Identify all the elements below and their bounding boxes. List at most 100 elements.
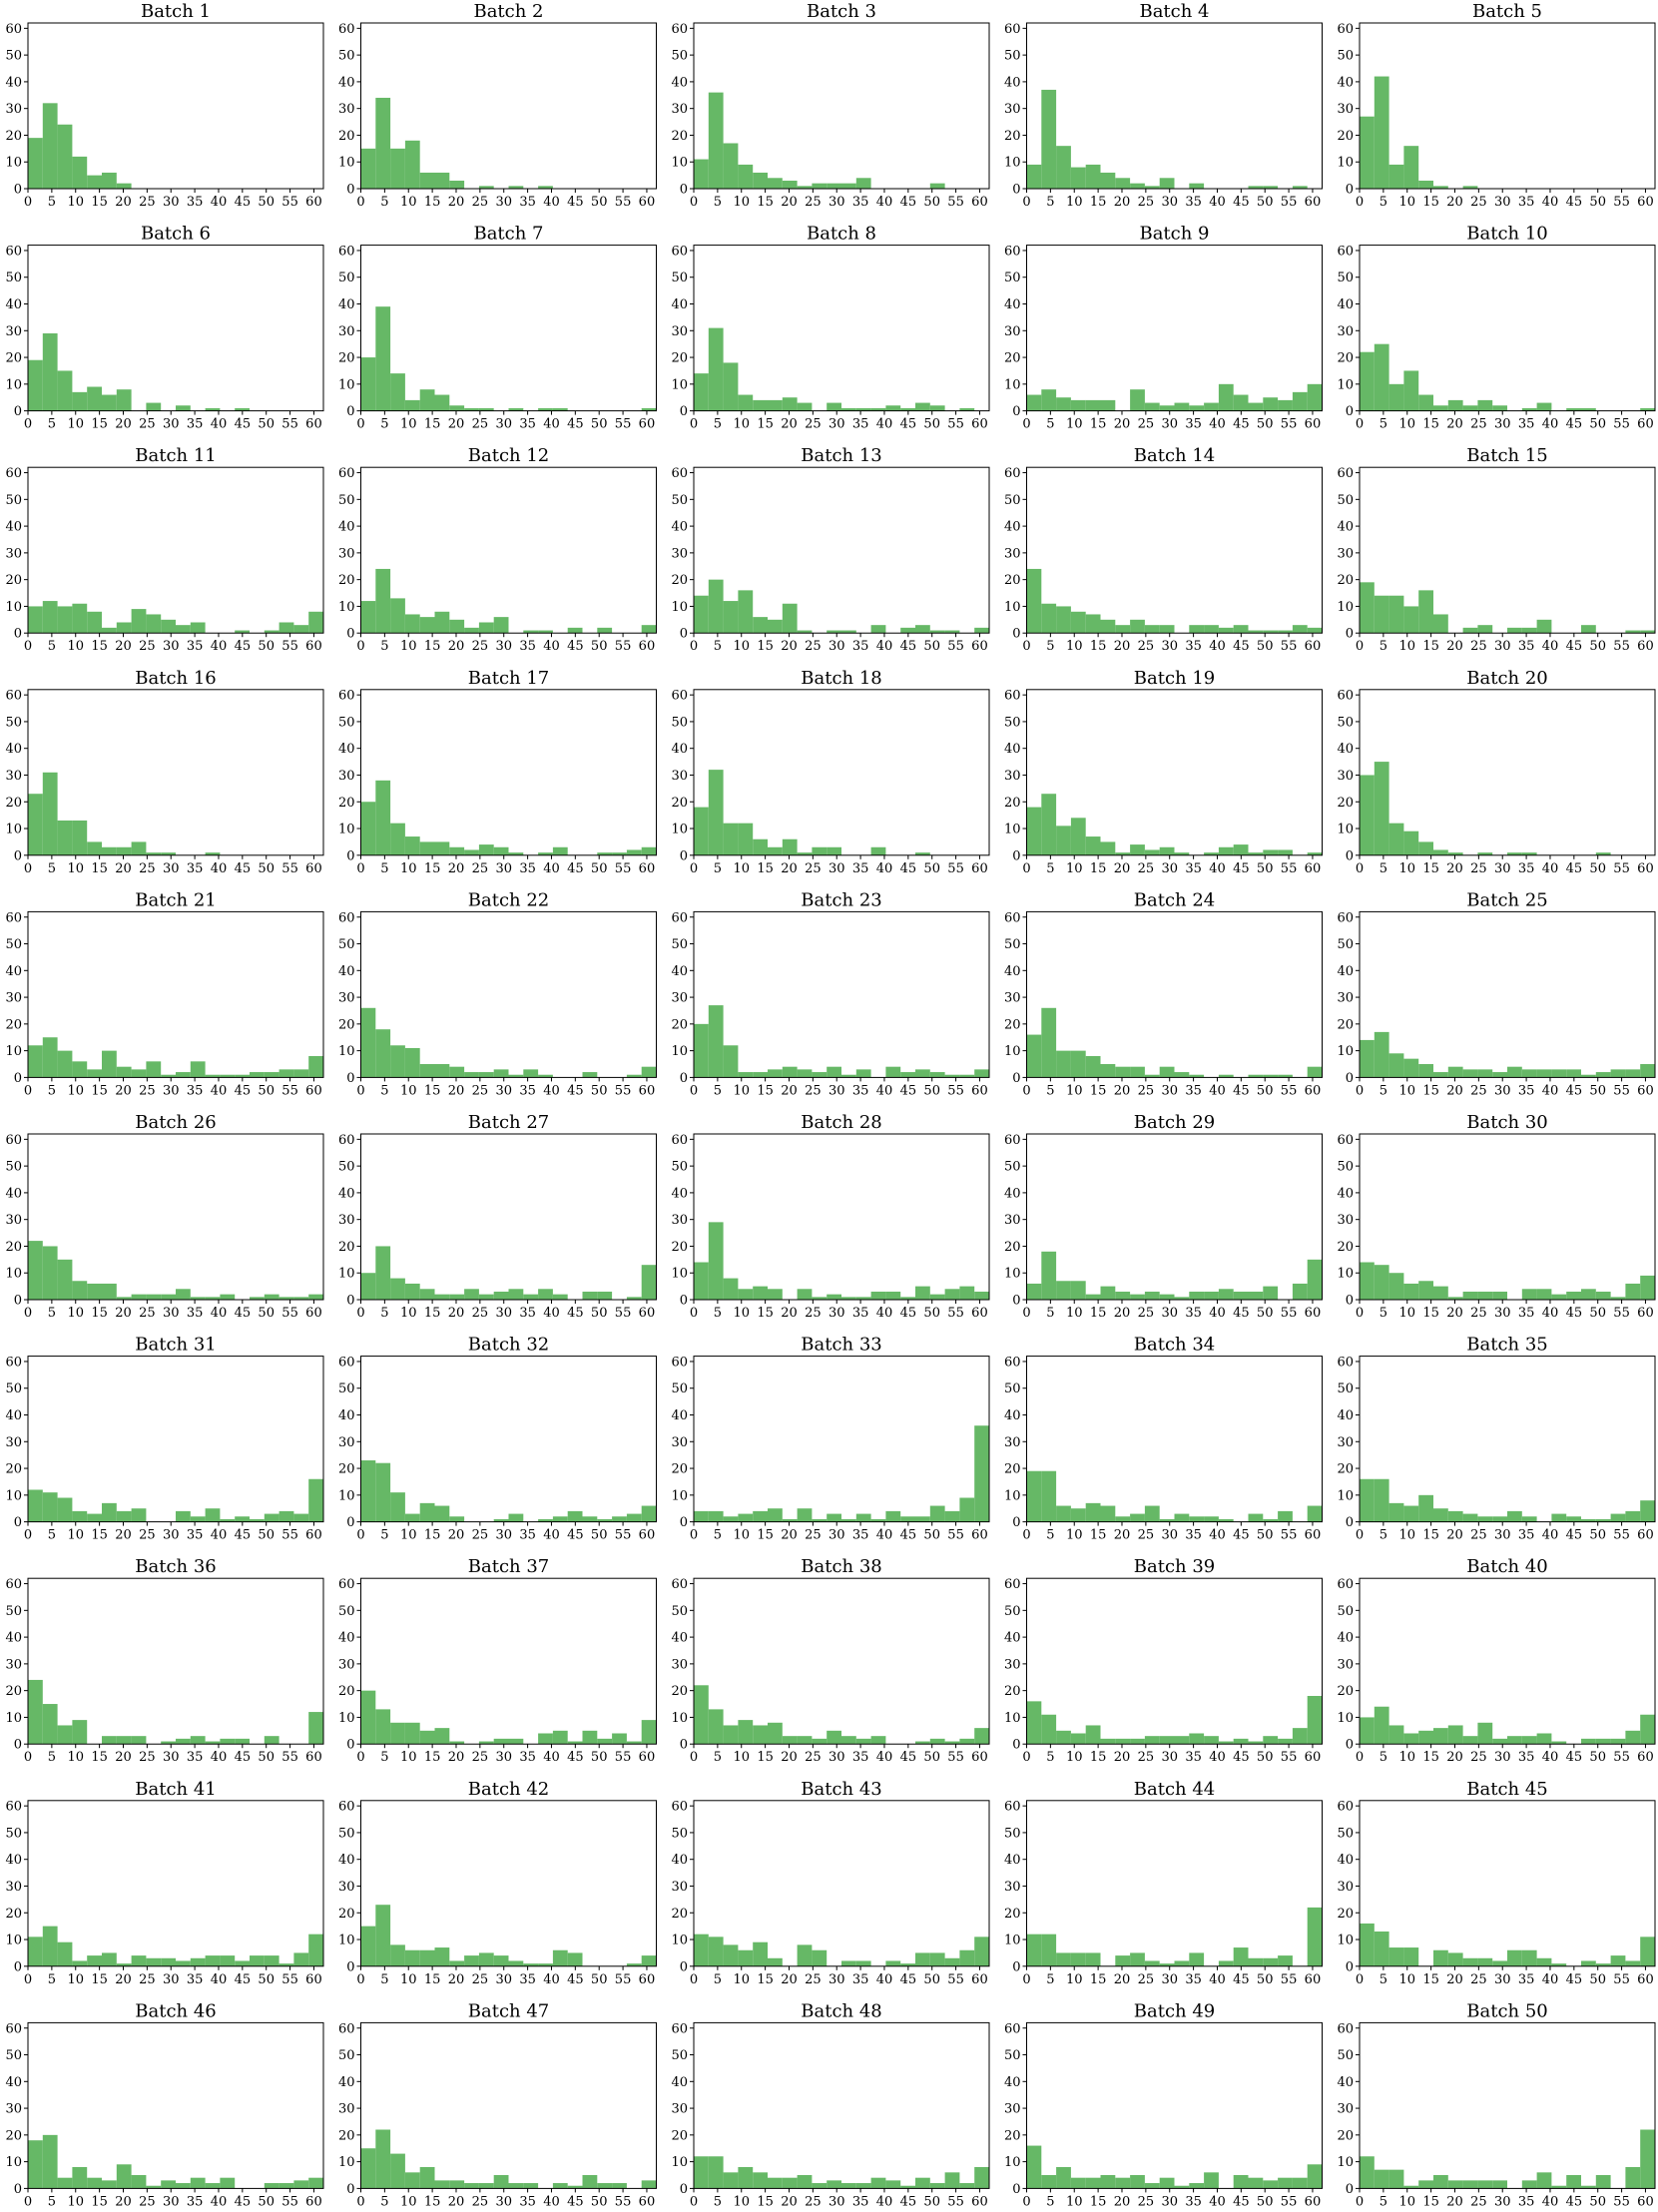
bar [552,1730,568,1745]
x-tick-label: 45 [235,2194,252,2209]
x-tick-label: 15 [91,195,108,210]
y-tick-label: 30 [1337,324,1354,339]
y-tick-label: 40 [338,297,355,312]
bar [1640,1275,1655,1300]
bar [523,2183,539,2189]
bar [434,394,450,411]
bar [1130,1066,1145,1078]
x-tick-label: 50 [1589,1528,1606,1543]
x-tick-label: 45 [900,861,917,876]
x-tick-label: 45 [900,1972,917,1987]
bar [1056,1281,1071,1300]
x-tick-label: 40 [1542,2194,1559,2209]
bar [235,630,250,634]
bar [1115,852,1131,855]
plot-frame [360,245,657,412]
x-tick-label: 35 [1185,1750,1202,1765]
x-tick-label: 35 [1518,861,1535,876]
bar [404,1047,420,1078]
x-tick-label: 30 [1494,1306,1511,1321]
x-tick-label: 5 [380,195,388,210]
y-tick-label: 60 [1004,22,1021,37]
x-tick-label: 0 [24,2194,32,2209]
plot-frame [27,2021,324,2189]
bar [812,1072,828,1078]
y-tick-label: 30 [5,1880,22,1895]
bar [1056,1050,1071,1078]
bar [1403,370,1419,411]
bar [641,1720,657,1745]
x-tick-label: 55 [615,1750,632,1765]
bar [1144,849,1160,855]
bar [1418,1281,1433,1300]
x-tick-label: 50 [258,861,275,876]
x-tick-label: 60 [971,2194,988,2209]
bar [264,630,279,634]
x-tick-label: 15 [1090,1306,1107,1321]
x-tick-label: 15 [1422,1306,1439,1321]
bar [360,1273,376,1300]
bar [1056,606,1071,634]
bar [1507,1066,1522,1078]
y-tick-label: 40 [671,2075,688,2090]
bar [1625,630,1641,634]
bar [278,1069,294,1078]
bar [72,391,88,411]
bar [753,1286,768,1300]
x-tick-label: 35 [1185,639,1202,654]
x-tick-label: 10 [733,1750,750,1765]
plot-frame [1026,689,1323,856]
x-tick-label: 25 [472,417,489,432]
bar [1204,852,1219,855]
y-tick-label: 0 [680,183,688,198]
bar [102,846,117,855]
x-tick-label: 60 [971,195,988,210]
bar [508,186,524,189]
bar [57,820,73,855]
x-tick-label: 55 [1613,1083,1630,1098]
y-tick-label: 40 [1004,1853,1021,1868]
x-tick-label: 10 [1066,1306,1083,1321]
bar [1292,186,1308,189]
bar [1041,1934,1057,1966]
x-tick-label: 25 [1138,1750,1155,1765]
bar [1418,590,1433,634]
bar [478,186,494,189]
bar [723,362,739,411]
x-tick-label: 25 [1138,1528,1155,1543]
bar [1070,1050,1086,1078]
bar [235,1960,250,1966]
bar [1204,1291,1219,1300]
y-tick-label: 60 [671,1133,688,1148]
x-tick-label: 35 [1185,2194,1202,2209]
bar [190,1516,206,1522]
y-tick-label: 40 [671,1408,688,1423]
bar [1263,1074,1279,1078]
bar [1204,1516,1219,1522]
y-tick-label: 10 [1004,1044,1021,1059]
x-tick-label: 10 [733,861,750,876]
bar [1159,1066,1175,1078]
x-tick-label: 0 [24,195,32,210]
panel-title: Batch 33 [801,1335,882,1356]
bar [768,2177,783,2189]
bar [855,407,871,411]
bar [1433,2175,1448,2189]
y-tick-label: 20 [671,351,688,366]
x-tick-label: 0 [1356,1972,1364,1987]
x-tick-label: 60 [305,2194,322,2209]
bar [1462,1069,1478,1078]
bar [1233,844,1249,855]
bar [738,2166,754,2189]
panel-title: Batch 21 [135,889,217,910]
bar [552,1949,568,1966]
bar [1477,2180,1493,2189]
bar [1100,1286,1116,1300]
bar [929,630,945,634]
x-tick-label: 20 [1114,1528,1131,1543]
x-tick-label: 50 [258,2194,275,2209]
bar [855,1069,871,1078]
